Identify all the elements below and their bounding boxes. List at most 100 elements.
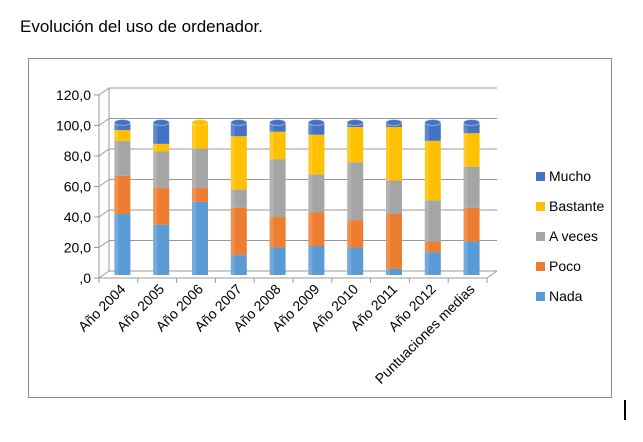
bar-top-cap (113, 119, 131, 126)
bar-highlight (308, 134, 313, 175)
bar-highlight (424, 122, 429, 141)
bar-stack (307, 119, 325, 275)
bar-highlight (347, 247, 352, 275)
y-tick-label: 80,0 (64, 148, 91, 164)
legend-label: A veces (549, 228, 598, 244)
text-cursor (624, 400, 626, 420)
bar-stack (269, 119, 287, 275)
bar-segment-a-veces (269, 159, 286, 218)
bar-highlight (230, 189, 235, 208)
bar-highlight (347, 127, 352, 163)
bar-highlight (192, 148, 196, 189)
bar-segment-bastante (386, 127, 402, 181)
bar-segment-nada (424, 252, 441, 275)
bar-segment-nada (153, 224, 170, 275)
bar-highlight (153, 151, 158, 189)
bar-stack (463, 119, 481, 275)
bar-segment-bastante (308, 134, 325, 175)
document-title: Evolución del uso de ordenador. (20, 17, 263, 36)
bar-segment-bastante (347, 127, 364, 163)
bar-segment-poco (192, 188, 208, 202)
bar-segment-bastante (463, 133, 480, 167)
bar-stack (385, 119, 403, 275)
bar-highlight (463, 241, 468, 275)
bar-segment-a-veces (192, 148, 208, 189)
bar-highlight (424, 241, 429, 253)
bar-highlight (192, 188, 196, 202)
bar-stack (346, 119, 364, 275)
gridline-diagonal (98, 240, 110, 248)
legend: Mucho Bastante A veces Poco Nada (536, 168, 604, 304)
bar-segment-nada (308, 246, 325, 275)
bar-segment-poco (463, 207, 480, 242)
bar-segment-mucho (424, 122, 441, 141)
gridline-diagonal (98, 148, 110, 157)
legend-swatch (536, 232, 545, 241)
y-tick-label: 100,0 (56, 118, 91, 134)
bar-segment-nada (386, 268, 402, 275)
bar-highlight (153, 224, 158, 275)
y-tick-label: 40,0 (64, 209, 91, 225)
bar-segment-bastante (153, 143, 170, 152)
bar-highlight (424, 140, 429, 201)
bar-segment-poco (308, 212, 325, 247)
bar-top-cap (346, 119, 364, 126)
bar-highlight (114, 122, 119, 131)
bar-highlight (308, 174, 313, 213)
bar-segment-poco (347, 220, 364, 248)
bar-highlight (308, 246, 313, 275)
bar-highlight (230, 207, 235, 256)
y-tick-label: 120,0 (56, 87, 91, 103)
bar-top-cap (307, 119, 325, 126)
bar-highlight (230, 255, 235, 275)
bar-highlight (308, 212, 313, 247)
bar-highlight (114, 214, 119, 275)
legend-swatch (536, 262, 545, 271)
bar-highlight (386, 214, 390, 269)
bar-top-cap (230, 119, 248, 126)
gridline-diagonal (98, 270, 110, 279)
bar-highlight (114, 130, 119, 141)
bar-highlight (424, 252, 429, 275)
bar-segment-bastante (230, 136, 247, 190)
bar-segment-nada (114, 214, 131, 275)
bar-highlight (386, 268, 390, 275)
gridline-diagonal (98, 209, 110, 218)
y-tick-label: ,0 (79, 270, 91, 286)
legend-swatch (536, 202, 545, 211)
bar-highlight (269, 122, 274, 132)
bar-top-cap (424, 119, 442, 126)
bar-segment-a-veces (114, 140, 131, 176)
bar-segment-mucho (230, 122, 247, 137)
bar-stack (230, 119, 248, 275)
y-tick-label: 20,0 (64, 240, 91, 256)
bar-highlight (153, 143, 158, 152)
bar-segment-a-veces (386, 180, 402, 214)
bar-segment-nada (269, 247, 286, 275)
bar-highlight (192, 201, 196, 275)
bar-highlight (192, 122, 196, 149)
gridline-diagonal (98, 179, 110, 187)
bar-segment-bastante (192, 122, 208, 149)
floor-edge (486, 270, 498, 279)
bar-top-cap (463, 119, 481, 126)
bar-highlight (463, 166, 468, 208)
bar-highlight (269, 247, 274, 275)
bar-stack (113, 119, 131, 275)
legend-label: Bastante (549, 198, 604, 214)
chart-frame: ,0 20,0 40,0 60,0 80,0 100,0 120,0 Año 2004 Año … (28, 58, 612, 398)
bar-highlight (308, 122, 313, 135)
bar-segment-nada (230, 255, 247, 275)
bar-highlight (269, 159, 274, 218)
bar-segment-poco (424, 241, 441, 253)
legend-swatch (536, 292, 545, 301)
bar-segment-poco (153, 188, 170, 225)
legend-label: Nada (549, 288, 583, 304)
y-tick-label: 60,0 (64, 179, 91, 195)
bar-segment-mucho (153, 122, 170, 144)
bar-highlight (114, 140, 119, 176)
bar-highlight (424, 200, 429, 242)
gridline-diagonal (98, 87, 110, 96)
bar-segment-poco (269, 217, 286, 248)
